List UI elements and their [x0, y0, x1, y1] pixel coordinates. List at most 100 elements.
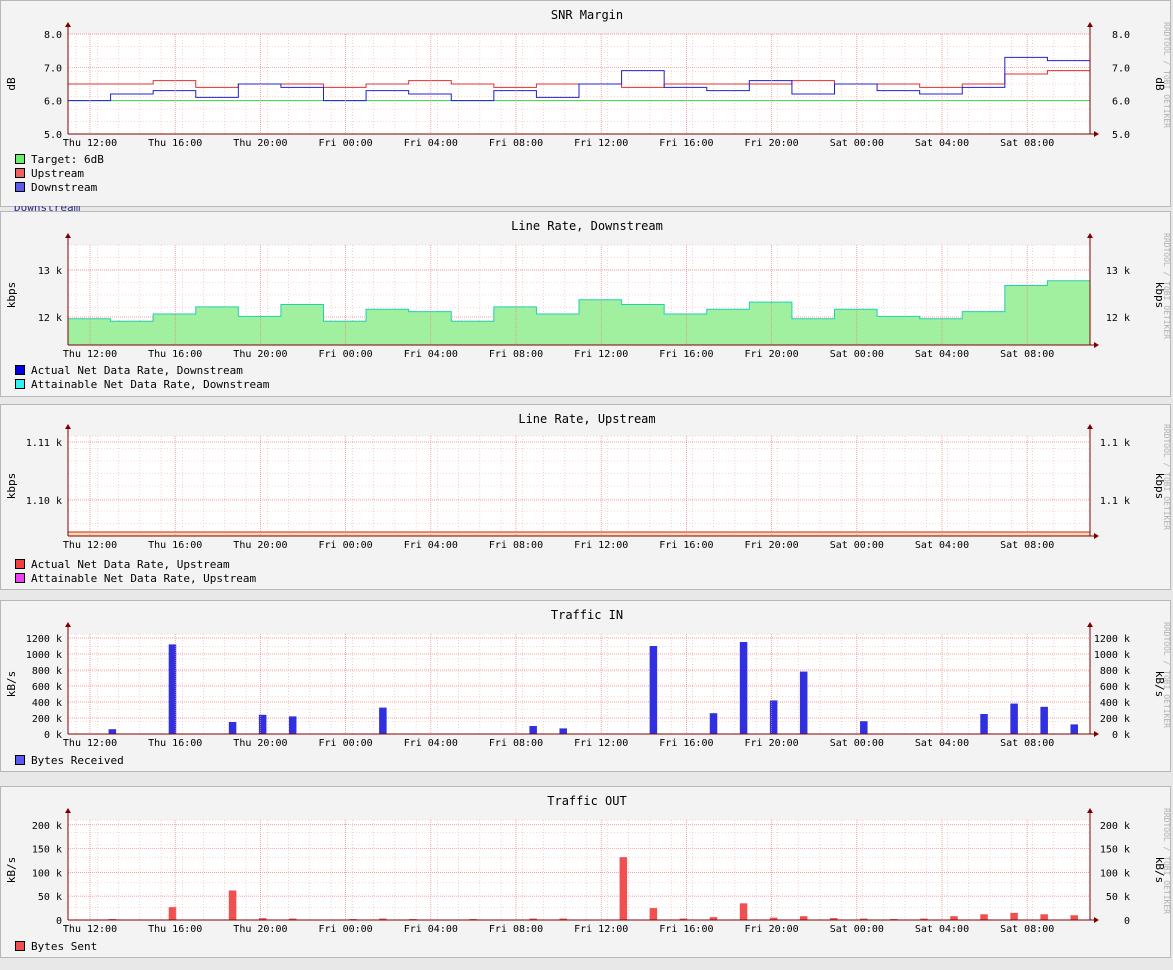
- x-tick-label: Fri 20:00: [745, 138, 799, 149]
- y-tick-label-right: 12 k: [1106, 313, 1130, 324]
- bar-out: [649, 908, 658, 920]
- y-tick-label: 12 k: [38, 313, 62, 324]
- x-tick-label: Fri 08:00: [489, 349, 543, 360]
- y-tick-label: 1000 k: [26, 650, 62, 661]
- y-axis-arrow-left: [65, 622, 71, 627]
- bar-out: [860, 918, 868, 920]
- legend-label: Target: 6dB: [31, 153, 104, 166]
- y-axis-arrow-left: [65, 233, 71, 238]
- bar-in: [1010, 703, 1018, 734]
- y-axis-label-left: kB/s: [5, 857, 18, 884]
- y-tick-label-right: 1.1 k: [1100, 438, 1130, 449]
- y-tick-label-right: 0 k: [1112, 730, 1130, 741]
- bar-in: [739, 642, 748, 734]
- x-tick-label: Thu 16:00: [148, 738, 202, 749]
- y-tick-label-right: 150 k: [1100, 845, 1130, 856]
- bar-out: [920, 918, 928, 920]
- legend-swatch: [15, 168, 25, 178]
- x-tick-label: Sat 08:00: [1000, 738, 1054, 749]
- x-tick-label: Fri 04:00: [404, 738, 458, 749]
- bar-in: [799, 671, 808, 734]
- bar-out: [950, 916, 958, 920]
- x-axis-arrow: [1094, 533, 1099, 539]
- snr-legend: Target: 6dB Upstream Downstream: [15, 153, 104, 195]
- x-tick-label: Sat 04:00: [915, 540, 969, 551]
- x-tick-label: Thu 12:00: [63, 349, 117, 360]
- legend-item: Bytes Sent: [15, 940, 97, 954]
- y-axis-label-left: kbps: [5, 473, 18, 500]
- bar-out: [228, 890, 237, 920]
- bar-in: [529, 726, 537, 734]
- x-tick-label: Sat 04:00: [915, 138, 969, 149]
- x-tick-label: Sat 00:00: [830, 540, 884, 551]
- y-axis-arrow-right: [1087, 622, 1093, 627]
- x-tick-label: Fri 08:00: [489, 138, 543, 149]
- bar-out: [559, 918, 567, 920]
- legend-swatch: [15, 365, 25, 375]
- bar-out: [679, 918, 688, 920]
- x-tick-label: Fri 20:00: [745, 349, 799, 360]
- y-axis-arrow-left: [65, 808, 71, 813]
- x-tick-label: Sat 00:00: [830, 924, 884, 935]
- bar-out: [529, 918, 537, 920]
- bar-out: [709, 917, 718, 920]
- bar-in: [168, 644, 177, 734]
- bar-out: [168, 907, 177, 920]
- y-tick-label: 200 k: [32, 821, 62, 832]
- series-area-up: [68, 532, 1090, 536]
- line-rate-downstream-panel: Line Rate, Downstream kbps kbps RRDTOOL / T…: [0, 211, 1171, 397]
- y-tick-label: 8.0: [44, 30, 62, 41]
- watermark: RRDTOOL / TOBI OETIKER: [1162, 424, 1171, 530]
- x-tick-label: Thu 12:00: [63, 138, 117, 149]
- traffic-in-panel: Traffic IN kB/s kB/s RRDTOOL / TOBI OETIKER…: [0, 600, 1171, 772]
- x-tick-label: Fri 12:00: [574, 138, 628, 149]
- y-tick-label: 0 k: [44, 730, 62, 741]
- x-tick-label: Thu 16:00: [148, 924, 202, 935]
- y-tick-label-right: 200 k: [1100, 821, 1130, 832]
- y-tick-label: 1.11 k: [26, 438, 62, 449]
- bar-in: [559, 728, 567, 734]
- y-tick-label-right: 1200 k: [1094, 634, 1130, 645]
- bar-out: [258, 918, 267, 920]
- bar-in: [769, 700, 778, 734]
- bar-out: [1070, 915, 1078, 920]
- bar-out: [739, 903, 748, 920]
- y-tick-label: 6.0: [44, 97, 62, 108]
- y-axis-arrow-right: [1087, 22, 1093, 27]
- x-tick-label: Thu 20:00: [233, 138, 287, 149]
- y-tick-label: 150 k: [32, 845, 62, 856]
- legend-label: Attainable Net Data Rate, Downstream: [31, 378, 270, 391]
- y-tick-label-right: 7.0: [1112, 63, 1130, 74]
- snr-margin-panel: SNR Margin dB dB RRDTOOL / TOBI OETIKER 5.0 5…: [0, 0, 1171, 207]
- y-axis-label-left: kbps: [5, 282, 18, 309]
- x-tick-label: Fri 08:00: [489, 738, 543, 749]
- y-axis-arrow-right: [1087, 808, 1093, 813]
- x-tick-label: Fri 20:00: [745, 540, 799, 551]
- x-tick-label: Thu 20:00: [233, 540, 287, 551]
- x-tick-label: Thu 20:00: [233, 349, 287, 360]
- x-tick-label: Fri 12:00: [574, 349, 628, 360]
- x-tick-label: Sat 04:00: [915, 738, 969, 749]
- y-tick-label: 800 k: [32, 666, 62, 677]
- x-tick-label: Thu 12:00: [63, 540, 117, 551]
- legend-item: Attainable Net Data Rate, Upstream: [15, 572, 256, 586]
- x-tick-label: Thu 12:00: [63, 924, 117, 935]
- x-tick-label: Fri 00:00: [319, 924, 373, 935]
- x-tick-label: Sat 04:00: [915, 924, 969, 935]
- x-tick-label: Sat 00:00: [830, 349, 884, 360]
- x-tick-label: Sat 00:00: [830, 738, 884, 749]
- y-tick-label: 1200 k: [26, 634, 62, 645]
- x-tick-label: Fri 04:00: [404, 924, 458, 935]
- chart-title: Line Rate, Downstream: [511, 219, 663, 233]
- x-tick-label: Fri 16:00: [659, 924, 713, 935]
- y-axis-label-right: dB: [1153, 77, 1166, 91]
- bar-out: [619, 857, 628, 920]
- x-tick-label: Fri 00:00: [319, 349, 373, 360]
- bar-in: [288, 716, 297, 734]
- y-tick-label-right: 13 k: [1106, 266, 1130, 277]
- traffic-out-legend: Bytes Sent: [15, 940, 97, 954]
- y-tick-label-right: 800 k: [1100, 666, 1130, 677]
- legend-item: Actual Net Data Rate, Upstream: [15, 558, 256, 572]
- x-tick-label: Sat 08:00: [1000, 349, 1054, 360]
